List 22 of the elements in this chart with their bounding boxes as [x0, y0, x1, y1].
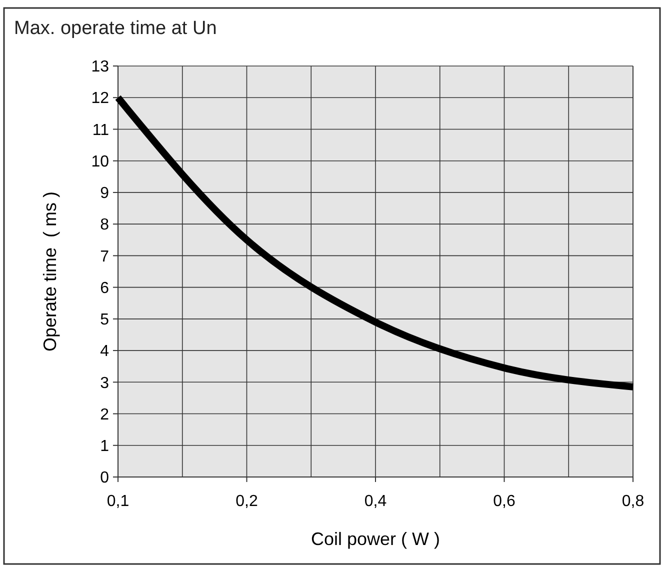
y-axis-title: Operate time ( ms ) — [40, 191, 60, 352]
y-tick-label: 13 — [91, 58, 110, 76]
y-tick-label: 6 — [100, 280, 110, 297]
y-tick-label: 0 — [100, 470, 110, 487]
x-tick-label: 0,4 — [364, 493, 387, 510]
y-tick-label: 3 — [100, 374, 110, 392]
y-tick-label: 2 — [100, 406, 110, 424]
y-tick-label: 10 — [91, 153, 110, 170]
y-tick-label: 1 — [100, 438, 110, 455]
x-tick-label: 0,1 — [106, 493, 130, 510]
y-tick-label: 12 — [91, 90, 110, 108]
x-tick-label: 0,6 — [493, 493, 516, 510]
y-tick-label: 7 — [100, 248, 110, 266]
y-tick-label: 5 — [100, 312, 110, 329]
x-axis-title: Coil power ( W ) — [310, 529, 440, 549]
x-tick-label: 0,2 — [236, 493, 258, 510]
x-tick-label: 0,8 — [622, 493, 644, 510]
y-tick-label: 4 — [100, 343, 110, 360]
y-tick-label: 8 — [100, 216, 110, 234]
chart-title: Max. operate time at Un — [14, 18, 217, 39]
y-tick-label: 11 — [92, 122, 110, 139]
y-tick-label: 9 — [100, 185, 110, 202]
